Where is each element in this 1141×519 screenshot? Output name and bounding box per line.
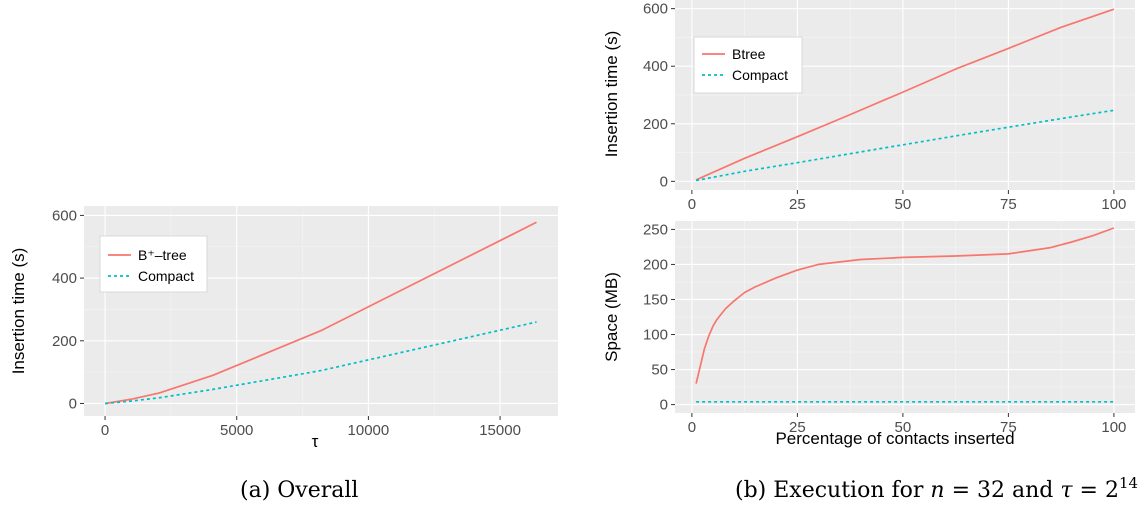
execution-space-y-tick-label: 200 — [643, 256, 668, 273]
execution-time-y-tick-label: 0 — [660, 173, 668, 190]
execution-time-y-tick-label: 400 — [643, 58, 668, 75]
overall-y-axis-title: Insertion time (s) — [9, 248, 28, 375]
execution-time-legend-box — [693, 36, 803, 94]
execution-space-y-axis-title: Space (MB) — [602, 272, 621, 362]
overall-legend: B⁺–tree Compact — [99, 235, 208, 293]
overall-legend-label-compact: Compact — [138, 268, 194, 284]
execution-space-y-tick-label: 0 — [660, 397, 668, 414]
execution-time-x-tick-label: 0 — [688, 196, 696, 213]
overall-x-tick-label: 15000 — [479, 422, 521, 439]
execution-time-series-compact-line — [695, 109, 1115, 182]
caption-b-eq1: = 32 and — [945, 478, 1061, 503]
overall-y-tick-label: 400 — [52, 270, 77, 287]
execution-space-axes: 0 25 50 75 100 0 50 100 150 200 250 — [643, 221, 1126, 436]
execution-space-x-axis-title: Percentage of contacts inserted — [775, 429, 1014, 448]
execution-space-x-tick-label: 75 — [1000, 419, 1017, 436]
overall-x-tick-label: 0 — [101, 422, 109, 439]
overall-y-tick-label: 600 — [52, 207, 77, 224]
caption-b-n: n — [930, 478, 944, 503]
execution-space-x-tick-label: 0 — [688, 419, 696, 436]
execution-time-x-tick-label: 75 — [1000, 196, 1017, 213]
overall-x-tick-label: 10000 — [348, 422, 390, 439]
caption-b-prefix: (b) Execution for — [735, 478, 924, 503]
execution-space-y-tick-label: 50 — [651, 362, 668, 379]
overall-series-lines — [104, 221, 537, 405]
caption-a: (a) Overall — [240, 478, 358, 503]
execution-time-x-tick-label: 50 — [895, 196, 912, 213]
overall-gridlines — [84, 206, 558, 416]
execution-space-x-tick-label: 100 — [1101, 419, 1126, 436]
overall-series-btree-line — [104, 221, 537, 405]
overall-axes: 0 5000 10000 15000 0 200 400 600 — [52, 207, 521, 439]
execution-time-axes: 0 25 50 75 100 0 200 400 600 — [643, 1, 1126, 213]
execution-time-legend-label-compact: Compact — [732, 67, 788, 83]
overall-chart: 0 5000 10000 15000 0 200 400 600 τ Insertion ti… — [9, 206, 558, 503]
execution-time-series-lines — [695, 8, 1115, 182]
execution-time-legend: Btree Compact — [693, 36, 803, 94]
execution-time-y-tick-label: 600 — [643, 1, 668, 18]
execution-space-gridlines — [675, 221, 1135, 413]
overall-x-axis-title: τ — [312, 432, 319, 451]
overall-y-tick-label: 0 — [69, 395, 77, 412]
execution-time-series-btree-line — [695, 8, 1115, 181]
execution-time-y-tick-label: 200 — [643, 116, 668, 133]
overall-legend-box — [99, 235, 208, 293]
execution-space-y-tick-label: 100 — [643, 327, 668, 344]
execution-time-y-axis-title: Insertion time (s) — [602, 31, 621, 158]
execution-space-x-tick-label: 25 — [789, 419, 806, 436]
execution-space-x-tick-label: 50 — [895, 419, 912, 436]
execution-space-chart: 0 25 50 75 100 0 50 100 150 200 250 Percentage of … — [602, 221, 1138, 503]
execution-space-series-lines — [695, 227, 1115, 403]
caption-b: (b) Execution for n = 32 and τ = 214 — [735, 474, 1138, 503]
execution-time-x-tick-label: 25 — [789, 196, 806, 213]
overall-y-tick-label: 200 — [52, 333, 77, 350]
caption-b-eq2: = 2 — [1073, 478, 1119, 503]
execution-time-legend-label-btree: Btree — [732, 46, 766, 62]
overall-x-tick-label: 5000 — [220, 422, 253, 439]
caption-b-exponent: 14 — [1119, 474, 1138, 492]
execution-space-y-tick-label: 250 — [643, 221, 668, 238]
execution-space-series-btree-line — [695, 227, 1115, 384]
execution-space-y-tick-label: 150 — [643, 291, 668, 308]
caption-b-tau: τ — [1060, 478, 1073, 503]
execution-time-x-tick-label: 100 — [1101, 196, 1126, 213]
overall-legend-label-btree: B⁺–tree — [138, 247, 187, 263]
